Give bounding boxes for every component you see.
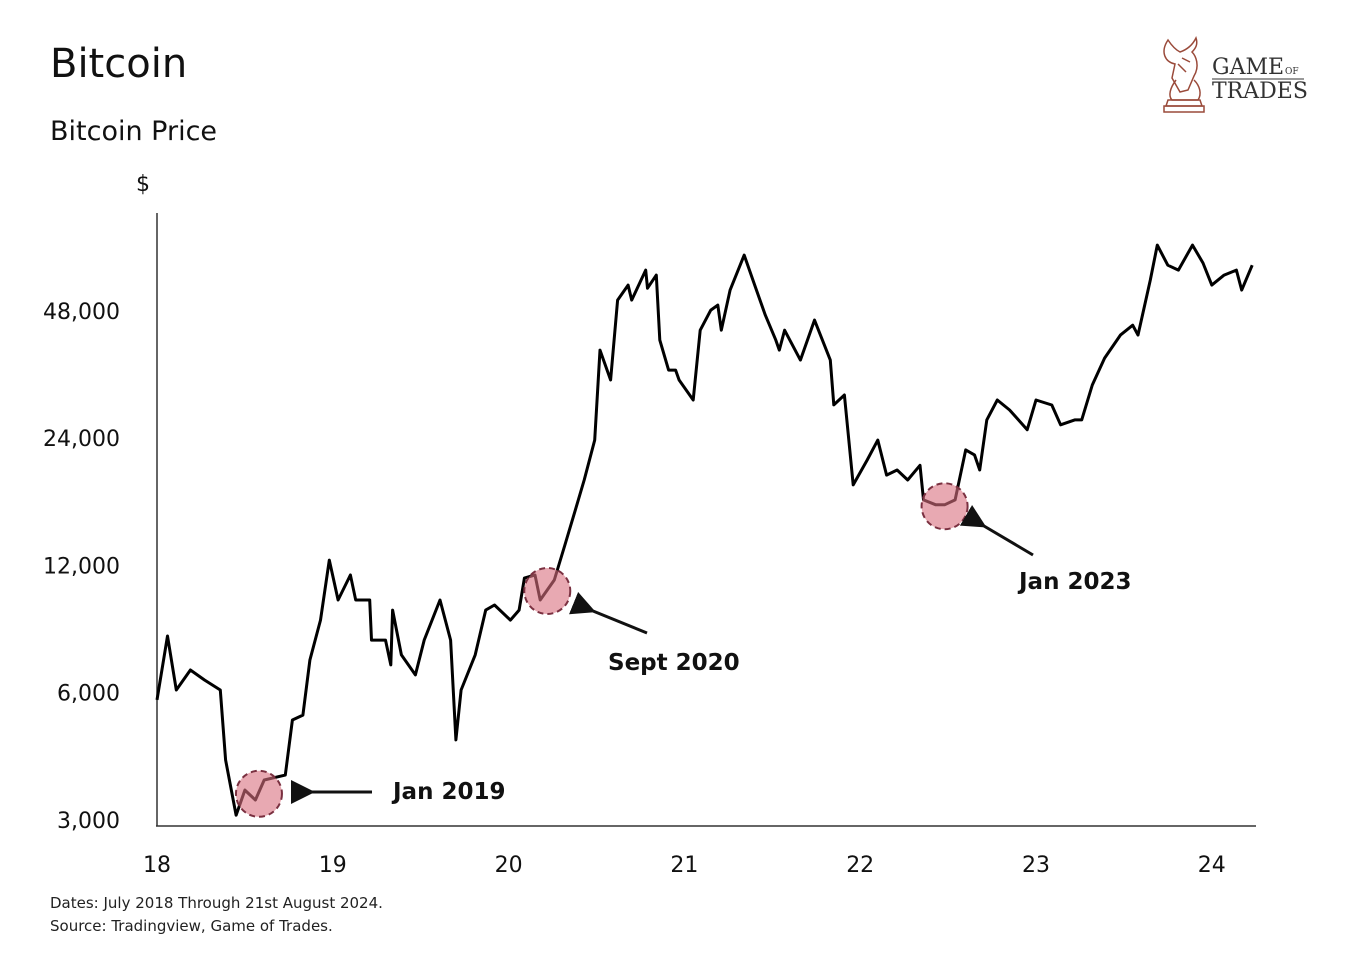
y-tick-label: 6,000 (57, 682, 120, 707)
x-tick-label: 22 (846, 853, 874, 878)
annotation-label-sept-2020: Sept 2020 (608, 650, 740, 676)
annotation-label-jan-2023: Jan 2023 (1017, 569, 1131, 595)
logo-text-trades: TRADES (1212, 79, 1308, 104)
x-tick-label: 21 (670, 853, 698, 878)
y-tick-label: 3,000 (57, 809, 120, 834)
annotation-circle (523, 566, 572, 615)
annotation-circle (920, 482, 969, 531)
game-of-trades-logo: GAME OF TRADES (1163, 36, 1308, 113)
x-tick-label: 20 (495, 853, 523, 878)
y-tick-label: 12,000 (43, 554, 120, 579)
price-line (155, 243, 1254, 817)
x-tick-labels: 18 19 20 21 22 23 24 (143, 853, 1226, 878)
bull-knight-icon (1163, 36, 1205, 113)
y-axis-label: $ (136, 172, 150, 197)
annotation-markers (234, 482, 969, 818)
annotation-label-jan-2019: Jan 2019 (391, 779, 505, 805)
x-tick-label: 23 (1022, 853, 1050, 878)
chart-subtitle: Bitcoin Price (50, 116, 217, 147)
arrow-sept-2020 (569, 591, 648, 635)
annotation-circle (234, 769, 283, 818)
x-tick-label: 19 (319, 853, 347, 878)
x-tick-label: 18 (143, 853, 171, 878)
logo-text-of: OF (1285, 67, 1299, 77)
arrow-jan-2023 (959, 504, 1034, 557)
chart-title: Bitcoin (50, 41, 187, 87)
y-tick-label: 48,000 (43, 300, 120, 325)
y-tick-labels: 3,000 6,000 12,000 24,000 48,000 (43, 300, 120, 834)
footer-source: Source: Tradingview, Game of Trades. (50, 917, 333, 935)
x-tick-label: 24 (1198, 853, 1226, 878)
footer-dates: Dates: July 2018 Through 21st August 202… (50, 894, 383, 912)
y-tick-label: 24,000 (43, 427, 120, 452)
logo-text-game: GAME (1212, 55, 1284, 80)
